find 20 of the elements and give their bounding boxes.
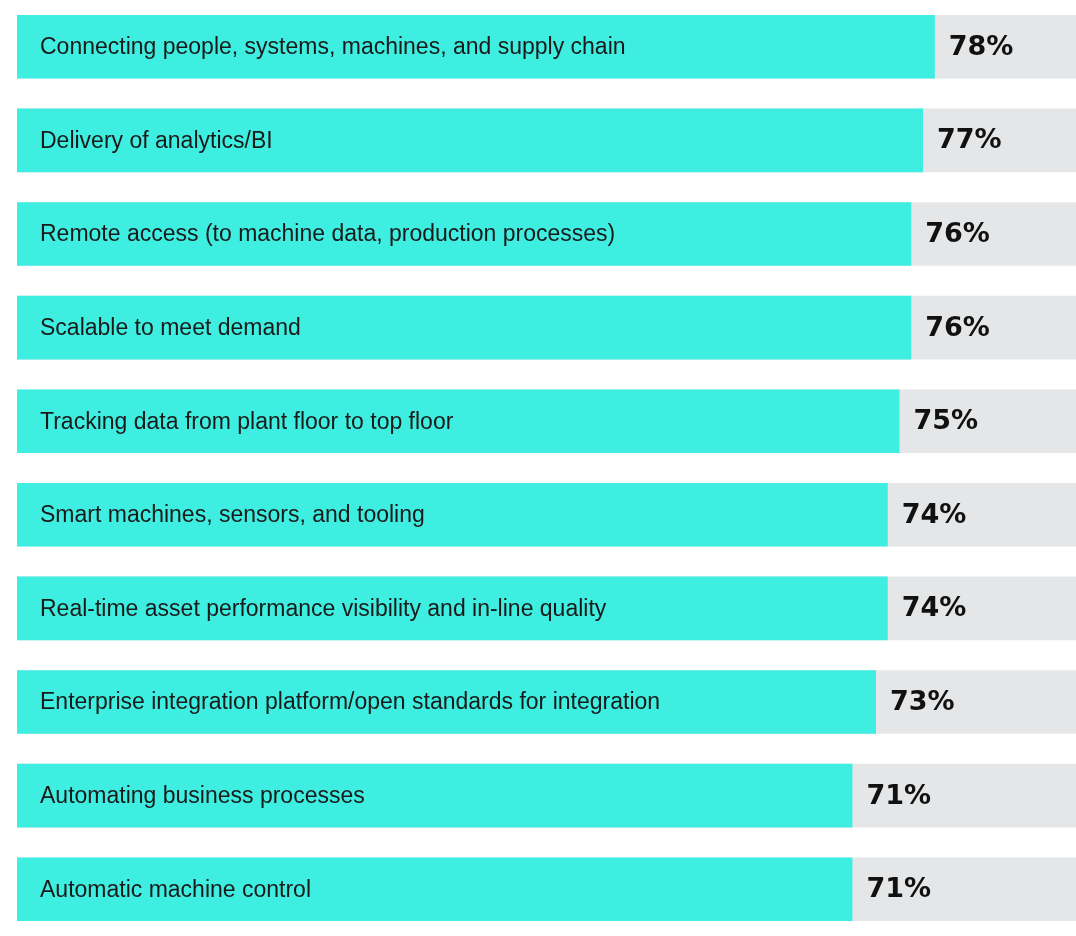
data-label: 78% xyxy=(948,29,1014,61)
y-tick-label: Automating business processes xyxy=(40,781,365,808)
y-tick-label: Delivery of analytics/BI xyxy=(40,126,273,153)
y-tick-label: Smart machines, sensors, and tooling xyxy=(40,501,425,528)
data-label: 74% xyxy=(901,591,967,623)
data-label: 75% xyxy=(913,404,979,436)
y-tick-label: Automatic machine control xyxy=(40,875,312,902)
y-tick-label: Scalable to meet demand xyxy=(40,313,301,340)
data-label: 71% xyxy=(866,778,932,810)
y-tick-label: Remote access (to machine data, production processes) xyxy=(40,220,616,247)
y-tick-label: Connecting people, systems, machines, and supply chain xyxy=(40,33,626,60)
y-tick-label: Enterprise integration platform/open standards for integration xyxy=(40,688,661,715)
data-label: 71% xyxy=(866,872,932,904)
data-label: 77% xyxy=(937,123,1002,155)
data-label: 76% xyxy=(925,310,990,342)
data-label: 74% xyxy=(901,497,967,529)
y-tick-label: Real-time asset performance visibility and in-line quality xyxy=(40,594,607,621)
y-tick-label: Tracking data from plant floor to top floor xyxy=(40,407,454,434)
data-label: 76% xyxy=(925,217,990,249)
data-label: 73% xyxy=(889,685,955,717)
